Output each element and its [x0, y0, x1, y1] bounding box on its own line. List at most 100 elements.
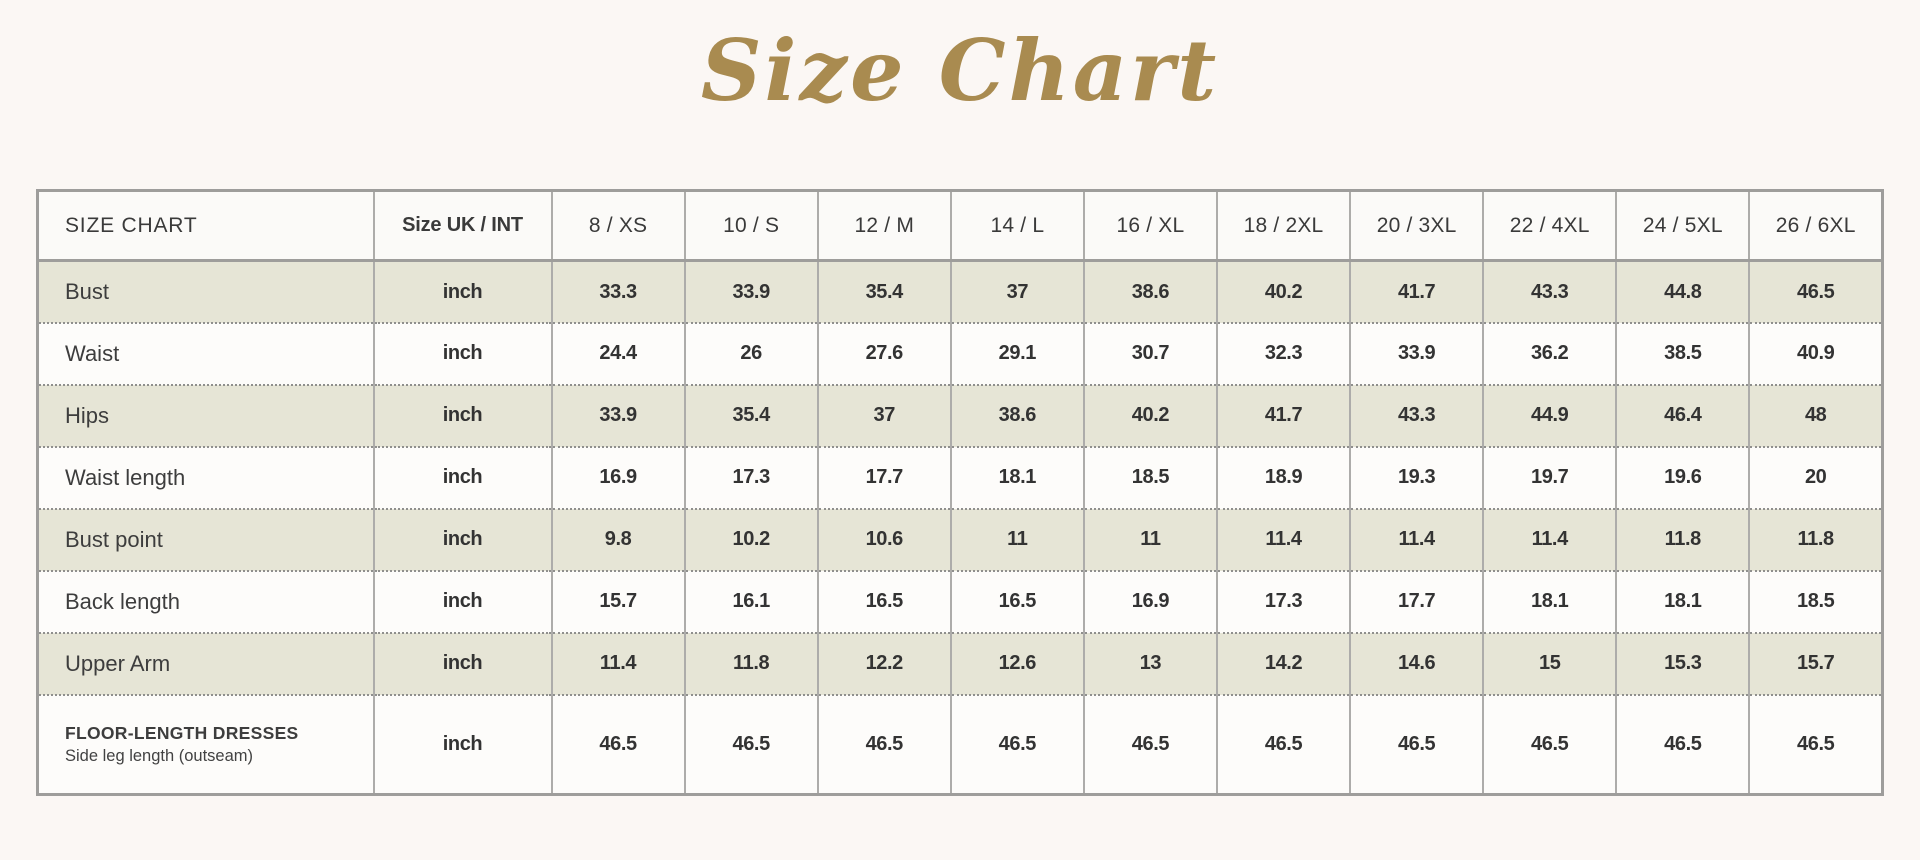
value-cell: 46.5	[683, 693, 819, 796]
value-cell: 30.7	[1082, 321, 1218, 386]
value-cell: 40.2	[1215, 259, 1352, 324]
value-cell: 15.7	[1748, 631, 1884, 696]
value-cell: 16.1	[683, 569, 819, 634]
row-label: Hips	[36, 383, 375, 448]
value-cell: 46.5	[1748, 259, 1884, 324]
value-cell: 15.7	[550, 569, 686, 634]
value-cell: 44.9	[1482, 383, 1618, 448]
value-cell: 26	[683, 321, 819, 386]
value-cell: 36.2	[1482, 321, 1618, 386]
value-cell: 18.1	[1482, 569, 1618, 634]
value-cell: 38.6	[949, 383, 1085, 448]
value-cell: 18.9	[1215, 445, 1352, 510]
size-chart-table: SIZE CHART Size UK / INT 8 / XS 10 / S 12 …	[36, 189, 1884, 797]
table-row: Back length inch 15.7 16.1 16.5 16.5 16.9 17.3 1…	[36, 569, 1884, 634]
value-cell: 33.9	[683, 259, 819, 324]
table-row: Waist length inch 16.9 17.3 17.7 18.1 18.5 18.9…	[36, 445, 1884, 510]
value-cell: 46.5	[1615, 693, 1751, 796]
size-column-header: 8 / XS	[550, 189, 686, 263]
value-cell: 10.2	[683, 507, 819, 572]
size-column-header: 10 / S	[683, 189, 819, 263]
value-cell: 46.5	[1349, 693, 1485, 796]
value-cell: 18.5	[1748, 569, 1884, 634]
value-cell: 46.5	[550, 693, 686, 796]
unit-cell: inch	[372, 631, 553, 696]
value-cell: 17.7	[816, 445, 952, 510]
value-cell: 48	[1748, 383, 1884, 448]
header-row: SIZE CHART Size UK / INT 8 / XS 10 / S 12 …	[36, 189, 1884, 263]
value-cell: 13	[1082, 631, 1218, 696]
row-label: Back length	[36, 569, 375, 634]
size-column-header: 16 / XL	[1082, 189, 1218, 263]
table-row: Hips inch 33.9 35.4 37 38.6 40.2 41.7 43.3 44.9 46…	[36, 383, 1884, 448]
value-cell: 33.9	[550, 383, 686, 448]
value-cell: 40.2	[1082, 383, 1218, 448]
value-cell: 37	[949, 259, 1085, 324]
value-cell: 11.4	[1482, 507, 1618, 572]
value-cell: 18.1	[1615, 569, 1751, 634]
unit-cell: inch	[372, 569, 553, 634]
size-column-header: 24 / 5XL	[1615, 189, 1751, 263]
unit-cell: inch	[372, 507, 553, 572]
value-cell: 43.3	[1482, 259, 1618, 324]
value-cell: 46.5	[816, 693, 952, 796]
size-column-header: 26 / 6XL	[1748, 189, 1884, 263]
unit-header-cell: Size UK / INT	[372, 189, 553, 263]
value-cell: 46.5	[1215, 693, 1352, 796]
value-cell: 40.9	[1748, 321, 1884, 386]
value-cell: 46.5	[1082, 693, 1218, 796]
unit-cell: inch	[372, 693, 553, 796]
value-cell: 37	[816, 383, 952, 448]
value-cell: 16.5	[816, 569, 952, 634]
row-label-sub: Side leg length (outseam)	[65, 746, 254, 765]
value-cell: 11	[1082, 507, 1218, 572]
value-cell: 46.5	[1748, 693, 1884, 796]
unit-cell: inch	[372, 259, 553, 324]
size-column-header: 20 / 3XL	[1349, 189, 1485, 263]
row-label: Waist	[36, 321, 375, 386]
value-cell: 46.5	[949, 693, 1085, 796]
value-cell: 14.2	[1215, 631, 1352, 696]
value-cell: 17.3	[1215, 569, 1352, 634]
value-cell: 19.3	[1349, 445, 1485, 510]
value-cell: 10.6	[816, 507, 952, 572]
table-row: Bust inch 33.3 33.9 35.4 37 38.6 40.2 41.7 43.3 44…	[36, 259, 1884, 324]
value-cell: 27.6	[816, 321, 952, 386]
value-cell: 12.2	[816, 631, 952, 696]
table-row: Waist inch 24.4 26 27.6 29.1 30.7 32.3 33.9 36.2 3…	[36, 321, 1884, 386]
value-cell: 41.7	[1349, 259, 1485, 324]
value-cell: 18.1	[949, 445, 1085, 510]
unit-cell: inch	[372, 321, 553, 386]
value-cell: 35.4	[683, 383, 819, 448]
value-cell: 11.8	[683, 631, 819, 696]
value-cell: 16.5	[949, 569, 1085, 634]
unit-cell: inch	[372, 383, 553, 448]
size-column-header: 14 / L	[949, 189, 1085, 263]
size-column-header: 18 / 2XL	[1215, 189, 1352, 263]
value-cell: 19.7	[1482, 445, 1618, 510]
value-cell: 11	[949, 507, 1085, 572]
value-cell: 15.3	[1615, 631, 1751, 696]
table-row: Upper Arm inch 11.4 11.8 12.2 12.6 13 14.2 14.6 1…	[36, 631, 1884, 696]
value-cell: 46.5	[1482, 693, 1618, 796]
size-column-header: 12 / M	[816, 189, 952, 263]
value-cell: 11.8	[1615, 507, 1751, 572]
table-body: Bust inch 33.3 33.9 35.4 37 38.6 40.2 41.7 43.3 44…	[36, 259, 1884, 796]
row-label: Upper Arm	[36, 631, 375, 696]
value-cell: 32.3	[1215, 321, 1352, 386]
page-title: Size Chart	[700, 21, 1220, 120]
row-label: Bust	[36, 259, 375, 324]
value-cell: 9.8	[550, 507, 686, 572]
row-label: Bust point	[36, 507, 375, 572]
value-cell: 33.3	[550, 259, 686, 324]
value-cell: 14.6	[1349, 631, 1485, 696]
size-chart-table-container: SIZE CHART Size UK / INT 8 / XS 10 / S 12 …	[36, 189, 1884, 797]
row-label: Waist length	[36, 445, 375, 510]
unit-cell: inch	[372, 445, 553, 510]
value-cell: 44.8	[1615, 259, 1751, 324]
value-cell: 38.5	[1615, 321, 1751, 386]
value-cell: 20	[1748, 445, 1884, 510]
value-cell: 11.4	[1349, 507, 1485, 572]
value-cell: 24.4	[550, 321, 686, 386]
value-cell: 18.5	[1082, 445, 1218, 510]
